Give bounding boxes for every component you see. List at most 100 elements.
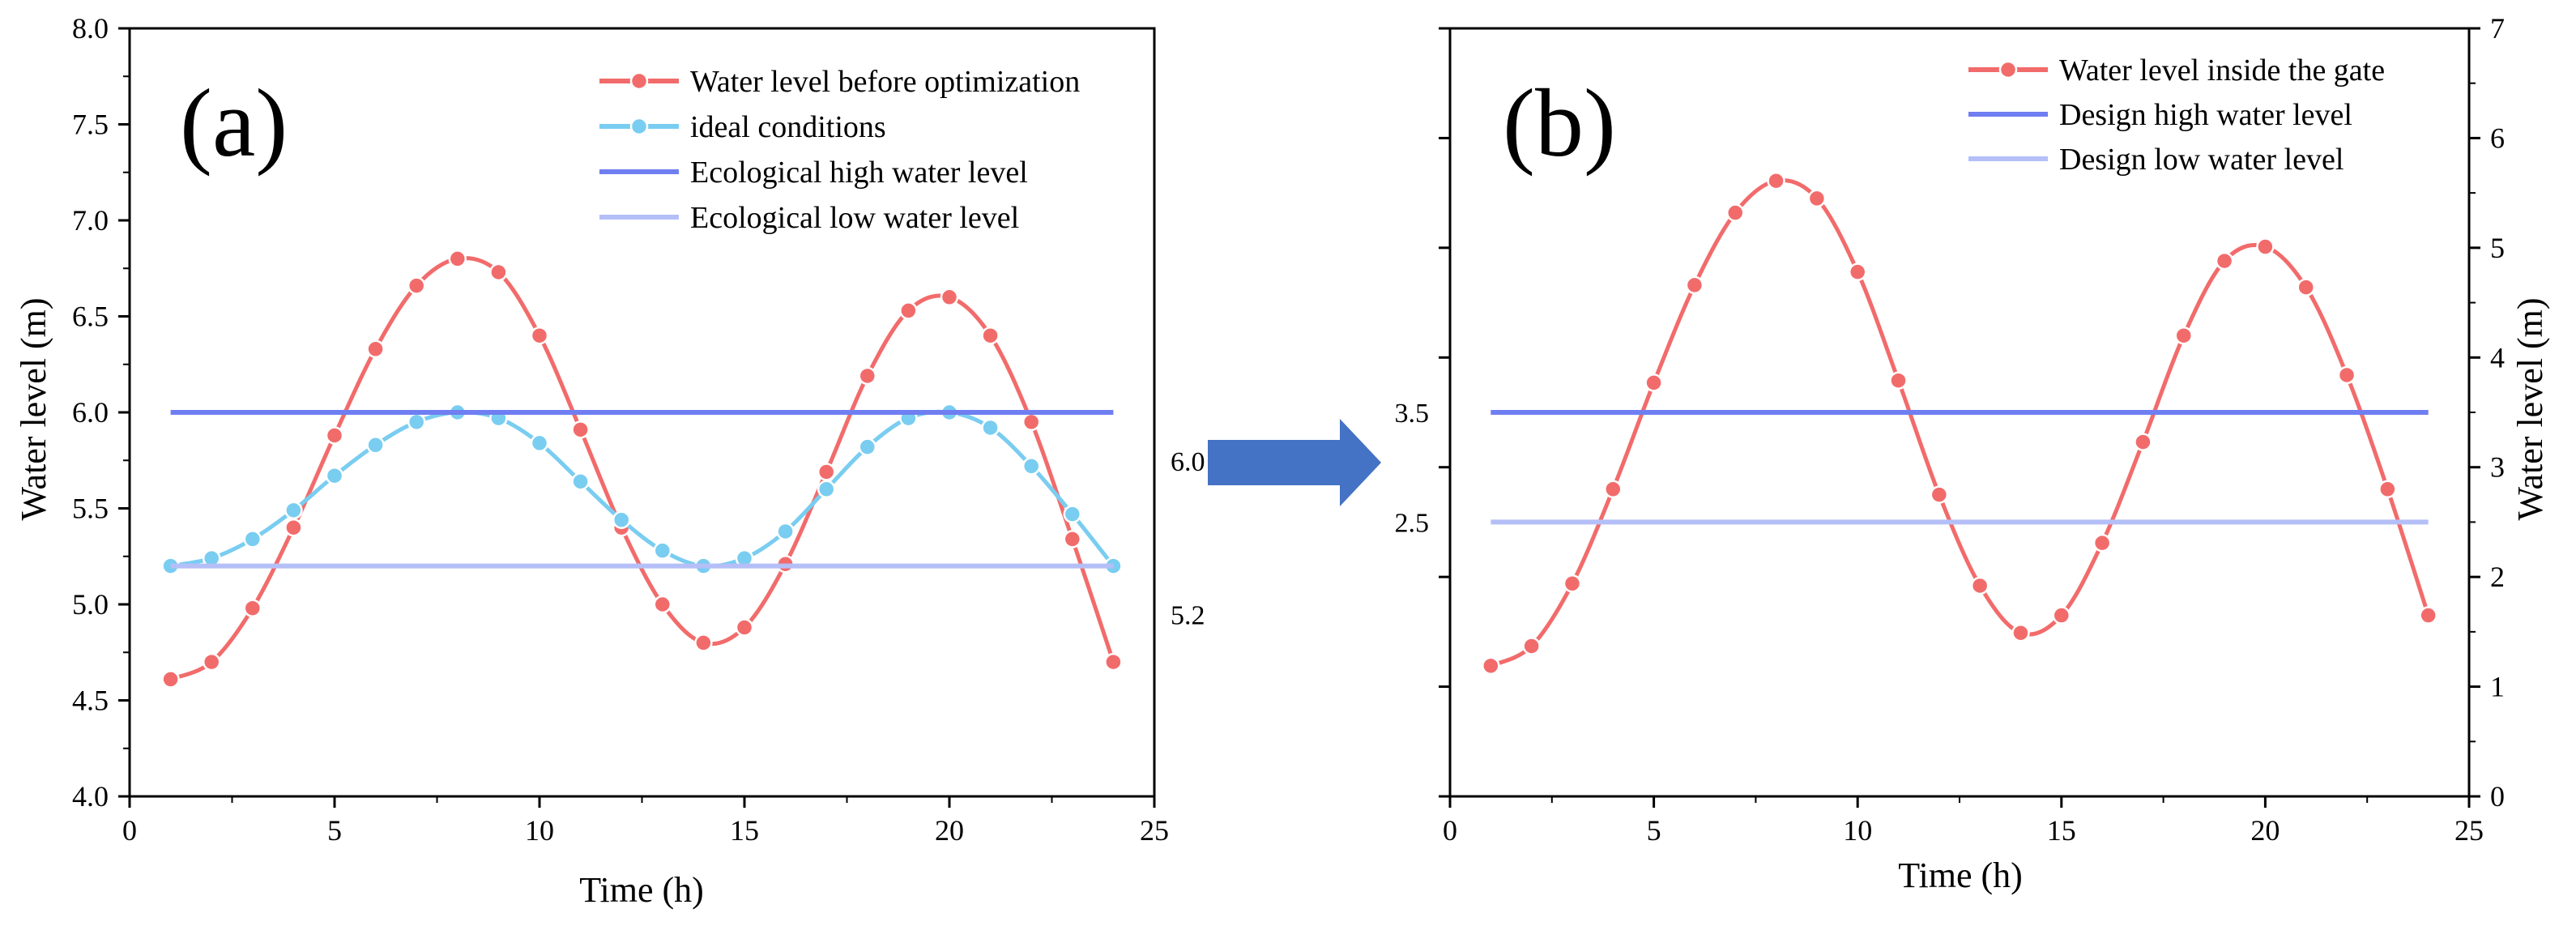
panel-b-series-0-point xyxy=(1930,485,1949,504)
panel-b-series-0-point xyxy=(2297,278,2315,297)
panel-b-reference-label: 3.5 xyxy=(1395,399,1430,429)
panel-a-series-0-point xyxy=(448,250,467,268)
panel-a-series-0-point xyxy=(161,670,180,689)
panel-b-series-0-point xyxy=(2134,433,2152,451)
panel-a-series-0-point xyxy=(530,326,549,345)
panel-b-y-tick-label: 6 xyxy=(2490,122,2505,154)
panel-a-series-0-point xyxy=(202,652,221,672)
panel-b-series-0-point xyxy=(2174,326,2194,345)
panel-a-series-0-point xyxy=(489,262,508,282)
panel-a-series-0-point xyxy=(735,618,754,637)
panel-a-y-tick-label: 4.5 xyxy=(72,685,109,717)
panel-a-series-1-point xyxy=(325,466,344,485)
panel-a-y-tick-label: 4.0 xyxy=(72,780,109,813)
panel-a-legend-label-0: Water level before optimization xyxy=(690,65,1080,99)
panel-b-legend-label-2: Design low water level xyxy=(2059,143,2344,177)
panel-b-series-0-point xyxy=(1644,373,1663,392)
panel-a-y-tick-label: 6.5 xyxy=(72,301,109,333)
panel-a-series-0-line xyxy=(169,256,1115,681)
panel-a-x-tick-label: 0 xyxy=(122,814,137,847)
panel-a-series-1-point xyxy=(653,541,672,560)
panel-b-series-0-point xyxy=(2256,237,2275,256)
panel-b-y-axis-title: Water level (m) xyxy=(2510,298,2550,521)
panel-b-y-tick-label: 0 xyxy=(2490,780,2505,813)
panel-a-plot-layer xyxy=(128,27,1156,798)
panel-a-series-0-point xyxy=(243,599,262,617)
panel-b-plot-layer xyxy=(1448,27,2471,798)
panel-a-series-0-point xyxy=(407,276,426,295)
panel-b-series-0-point xyxy=(1685,275,1704,295)
panel-a-y-tick-label: 8.0 xyxy=(72,12,109,45)
panel-a-legend-marker-1 xyxy=(629,117,649,136)
panel-b-series-0-point xyxy=(1889,371,1908,390)
panel-a-series-1-point xyxy=(817,480,836,499)
panel-a-series-0-point xyxy=(366,339,385,359)
panel-b-series-0-point xyxy=(2011,623,2030,642)
panel-a-ticks: 0 5 10 15 20 25 4.0 4.5 5.0 5.5 6.0 6.5 7.0 7.5 8.0 xyxy=(72,12,1169,847)
panel-b-y-tick-label: 7 xyxy=(2490,12,2505,45)
panel-b-y-tick-label: 5 xyxy=(2490,232,2505,264)
panel-a-legend: Water level before optimization ideal con… xyxy=(599,65,1080,235)
panel-a-series-1-point xyxy=(284,501,303,520)
panel-a-series-0-point xyxy=(325,426,344,445)
panel-a-series-0-point xyxy=(571,420,590,439)
panel-b-x-tick-label: 10 xyxy=(1843,814,1872,847)
panel-a-reference-labels: 6.0 5.2 xyxy=(1171,447,1205,631)
panel-b-series-0-point xyxy=(1848,262,1867,281)
panel-a-series-0-point xyxy=(284,518,303,537)
panel-b-legend-label-0: Water level inside the gate xyxy=(2059,53,2385,87)
panel-a-y-tick-label: 5.0 xyxy=(72,588,109,621)
panel-b-x-tick-label: 20 xyxy=(2250,814,2280,847)
panel-b-reference-labels: 3.5 2.5 xyxy=(1395,399,1430,538)
panel-b-series-0-point xyxy=(2337,365,2356,385)
panel-a-series-0-point xyxy=(940,288,959,307)
panel-a-x-tick-label: 10 xyxy=(525,814,554,847)
panel-b-series-0-line xyxy=(1490,178,2431,668)
panel-a-series-0-point xyxy=(1104,652,1123,672)
panel-b-y-tick-label: 1 xyxy=(2490,671,2505,703)
panel-b-series-0-point xyxy=(2419,606,2437,625)
panel-a-x-tick-label: 15 xyxy=(730,814,759,847)
panel-a-x-axis-title: Time (h) xyxy=(579,870,704,910)
panel-a-series-1-point xyxy=(612,510,631,529)
panel-a-y-tick-label: 5.5 xyxy=(72,493,109,525)
panel-a-x-tick-label: 20 xyxy=(935,814,964,847)
panel-a-y-tick-label: 7.0 xyxy=(72,204,109,237)
panel-b-series-0-point xyxy=(1522,637,1541,655)
panel-b-series-0-point xyxy=(1767,171,1785,190)
panel-a-series-0-point xyxy=(694,634,713,652)
panel-b-series-0-point xyxy=(1970,576,1990,595)
panel-a-series-1-point xyxy=(530,433,549,453)
panel-a-x-tick-label: 25 xyxy=(1140,814,1169,847)
arrow-right-icon xyxy=(1208,419,1381,506)
panel-b-x-tick-label: 15 xyxy=(2047,814,2076,847)
panel-a-series-1-point xyxy=(776,522,795,541)
panel-b-y-tick-label: 2 xyxy=(2490,561,2505,593)
panel-a: 0 5 10 15 20 25 4.0 4.5 5.0 5.5 6.0 6.5 7.0 7.5 8.0 (a… xyxy=(14,12,1205,910)
panel-b-label: (b) xyxy=(1503,69,1616,177)
panel-b-series-0-point xyxy=(1725,203,1745,222)
panel-a-legend-label-3: Ecological low water level xyxy=(690,201,1019,235)
panel-b-y-tick-label: 3 xyxy=(2490,451,2505,484)
panel-b-legend-marker-0 xyxy=(1998,60,2018,79)
panel-b-series-0-point xyxy=(2378,480,2397,499)
panel-a-y-tick-label: 7.5 xyxy=(72,109,109,141)
panel-a-series-1-point xyxy=(243,530,262,548)
panel-a-series-1-point xyxy=(858,437,877,456)
panel-b-y-tick-label: 4 xyxy=(2490,341,2505,373)
panel-a-reference-label: 5.2 xyxy=(1171,601,1205,631)
panel-a-series-0-point xyxy=(1021,412,1041,432)
panel-a-series-1-point xyxy=(1063,505,1082,523)
panel-b-x-tick-label: 25 xyxy=(2454,814,2484,847)
panel-b-legend-label-1: Design high water level xyxy=(2059,98,2352,132)
panel-a-series-0-point xyxy=(981,326,1000,345)
panel-a-series-0-point xyxy=(653,595,672,614)
panel-b-series-0-point xyxy=(2092,533,2112,553)
panel-a-legend-marker-0 xyxy=(629,71,649,91)
panel-a-series-1-point xyxy=(407,412,426,432)
panel-b-series-0-point xyxy=(1807,189,1827,208)
panel-a-series-0-point xyxy=(1063,530,1082,548)
